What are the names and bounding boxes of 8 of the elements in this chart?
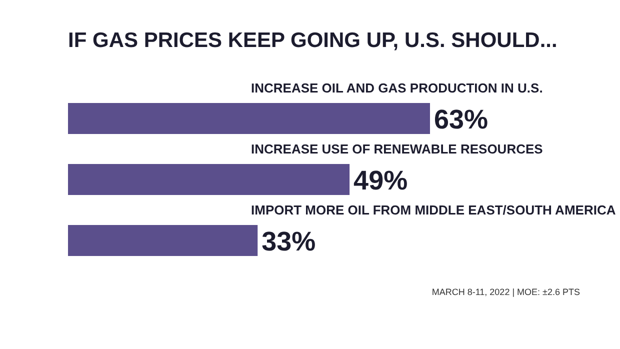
y-tick-label: INCREASE OIL AND GAS PRODUCTION IN U.S. (251, 80, 543, 96)
data-label: 63% (434, 104, 488, 134)
data-label: 33% (262, 226, 316, 256)
y-tick-label: INCREASE USE OF RENEWABLE RESOURCES (251, 142, 544, 156)
y-tick-label: IMPORT MORE OIL FROM MIDDLE EAST/SOUTH AMERICA (251, 202, 616, 218)
chart-title: IF GAS PRICES KEEP GOING UP, U.S. SHOULD... (68, 29, 558, 52)
text: MARCH 8-11, 2022 | MOE: ±2.6 PTS (432, 287, 580, 297)
data-label: 49% (354, 166, 408, 196)
